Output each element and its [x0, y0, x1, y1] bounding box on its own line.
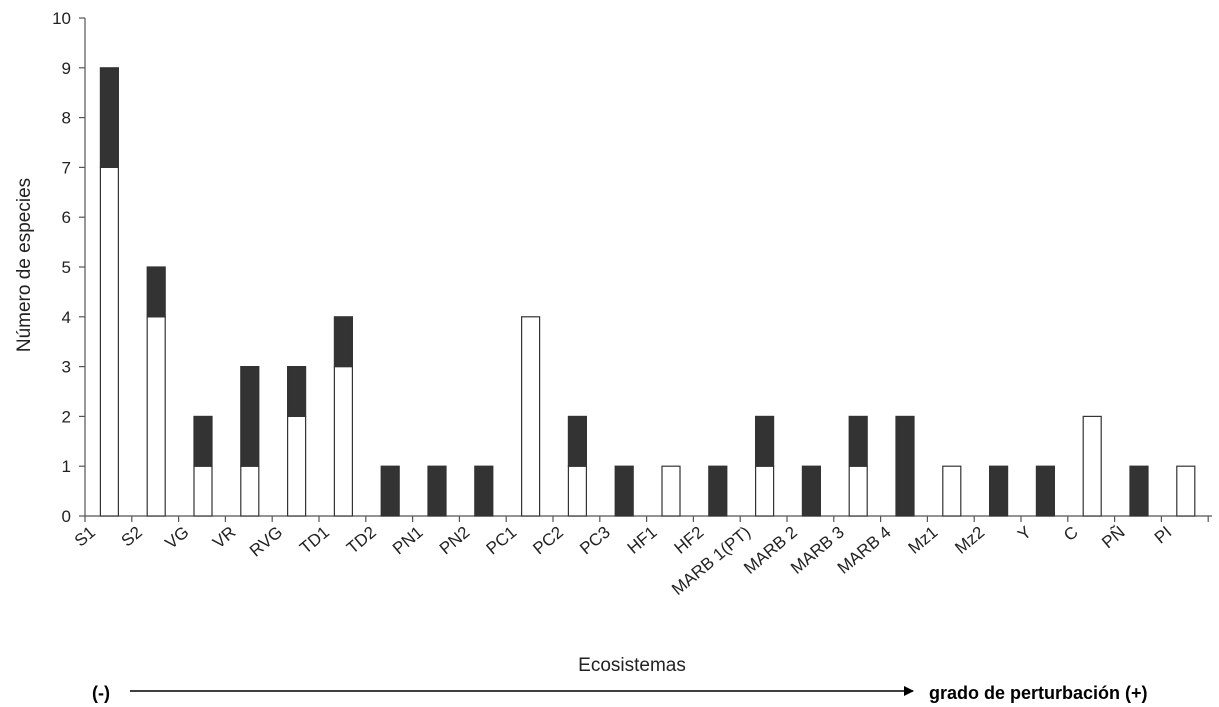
y-tick-label: 6	[62, 208, 71, 227]
bar-segment-open	[848, 465, 868, 517]
bar-segment-filled	[801, 465, 822, 517]
bar-segment-open	[1176, 465, 1196, 517]
y-tick-label: 2	[62, 407, 71, 426]
x-tick-label: S2	[118, 523, 146, 551]
y-tick-label: 0	[62, 507, 71, 526]
x-tick-label: PN2	[436, 523, 474, 559]
bar-segment-open	[661, 465, 681, 517]
x-tick-label: Mz2	[951, 523, 988, 558]
bar-segment-open	[99, 166, 120, 517]
x-tick-label: TD1	[296, 523, 333, 558]
bar-segment-filled	[333, 316, 353, 368]
x-tick-label: RVG	[246, 523, 286, 561]
bar-segment-open	[333, 366, 353, 517]
bar-segment-filled	[146, 266, 166, 318]
bar-segment-filled	[614, 465, 634, 517]
y-tick-label: 5	[62, 258, 71, 277]
x-tick-label: HF2	[671, 523, 708, 558]
x-tick-label: PI	[1151, 523, 1176, 548]
x-tick-label: PC3	[576, 523, 614, 559]
x-tick-label: PN1	[389, 523, 427, 559]
disturbance-low-label: (-)	[92, 683, 110, 703]
bar-segment-open	[146, 316, 166, 517]
bar-segment-open	[240, 465, 260, 517]
bar-segment-filled	[427, 465, 447, 517]
bar-segment-filled	[754, 415, 775, 467]
bar-segment-filled	[567, 415, 588, 467]
bar-segment-filled	[380, 465, 400, 517]
x-tick-label: Y	[1014, 523, 1035, 545]
bar-segment-filled	[1129, 465, 1149, 517]
bar-segment-open	[520, 316, 541, 517]
x-tick-label: HF1	[624, 523, 661, 558]
x-tick-label: VR	[209, 523, 239, 553]
bar-segment-open	[193, 465, 213, 517]
bar-segment-filled	[287, 366, 307, 418]
y-axis-label: Número de especies	[14, 178, 35, 352]
x-tick-label: MARB 4	[834, 523, 895, 578]
bar-segment-open	[287, 415, 307, 517]
y-tick-label: 7	[62, 158, 71, 177]
y-tick-label: 9	[62, 59, 71, 78]
x-tick-label: TD2	[343, 523, 380, 558]
bar-segment-filled	[99, 67, 120, 169]
bar-segment-open	[754, 465, 775, 517]
bars	[99, 67, 1196, 517]
y-tick-label: 1	[62, 457, 71, 476]
bar-segment-filled	[474, 465, 494, 517]
x-tick-label: PC2	[529, 523, 567, 559]
x-tick-label: VG	[162, 523, 193, 553]
bar-segment-filled	[988, 465, 1009, 517]
bar-segment-open	[942, 465, 962, 517]
x-tick-label: Mz1	[905, 523, 942, 558]
x-axis-label: Ecosistemas	[578, 655, 686, 676]
x-tick-label: S1	[71, 523, 99, 551]
y-tick-label: 8	[62, 109, 71, 128]
y-tick-label: 10	[52, 9, 71, 28]
bar-segment-filled	[708, 465, 728, 517]
bar-segment-filled	[193, 415, 213, 467]
y-tick-label: 3	[62, 358, 71, 377]
bar-segment-filled	[895, 415, 915, 517]
bar-segment-open	[567, 465, 588, 517]
bar-segment-open	[1082, 415, 1102, 517]
bar-segment-filled	[1035, 465, 1056, 517]
bar-segment-filled	[240, 366, 260, 467]
disturbance-high-label: grado de perturbación (+)	[929, 683, 1148, 703]
x-axis: S1 S2 VG VR RVG TD1 TD2 PN1 PN2 PC1 PC2 PC3 HF1 HF2 MA…	[71, 515, 1212, 599]
bar-segment-filled	[848, 415, 868, 467]
y-tick-label: 4	[62, 308, 71, 327]
y-axis: 0 1 2 3 4 5 6 7 8 9 10	[52, 9, 86, 526]
x-tick-label: PÑ	[1098, 523, 1128, 553]
x-tick-label: C	[1060, 523, 1082, 545]
x-tick-label: PC1	[483, 523, 521, 559]
